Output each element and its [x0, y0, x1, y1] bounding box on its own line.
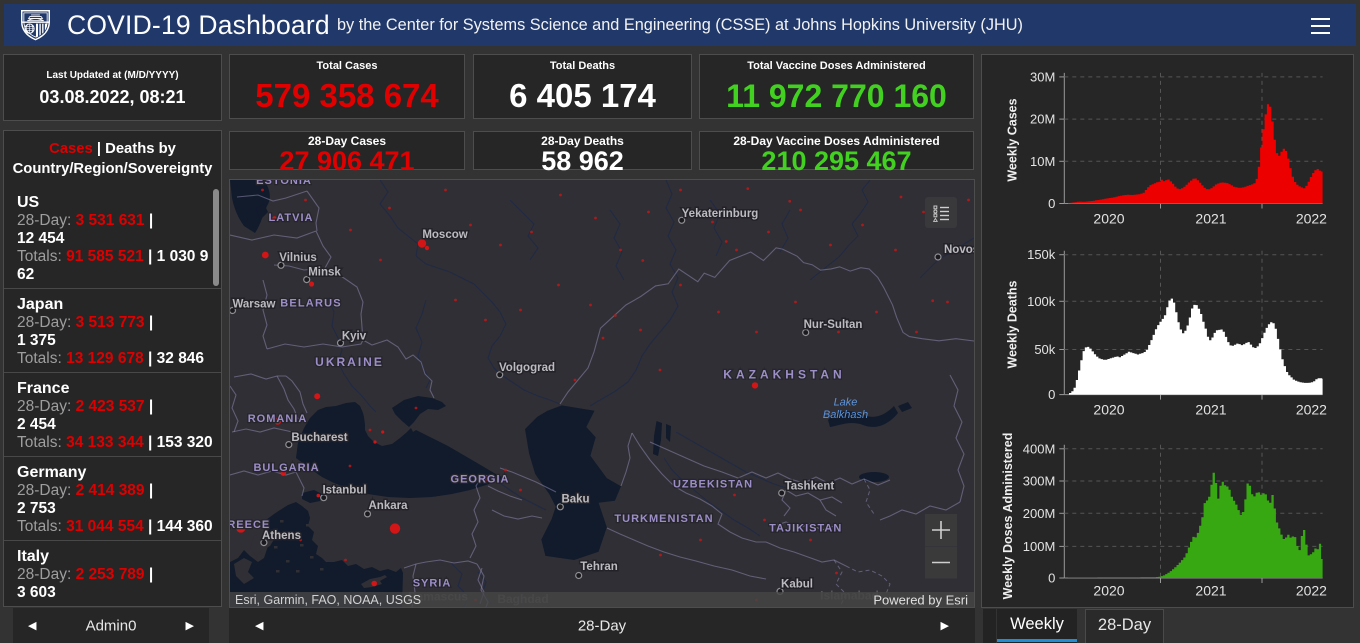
svg-text:GEORGIA: GEORGIA: [451, 474, 510, 486]
svg-text:Ankara: Ankara: [369, 500, 409, 512]
svg-text:Lake: Lake: [834, 397, 858, 409]
svg-text:2020: 2020: [1093, 402, 1124, 418]
svg-text:Baku: Baku: [561, 494, 589, 506]
svg-text:ROMANIA: ROMANIA: [248, 413, 308, 425]
svg-text:2021: 2021: [1195, 211, 1226, 227]
svg-text:Warsaw: Warsaw: [232, 298, 275, 310]
svg-text:200M: 200M: [1023, 506, 1056, 521]
svg-text:TURKMENISTAN: TURKMENISTAN: [614, 513, 713, 525]
svg-text:Athens: Athens: [262, 530, 301, 542]
svg-text:Weekly Doses Administered: Weekly Doses Administered: [1001, 433, 1015, 600]
svg-text:Vilnius: Vilnius: [279, 252, 317, 264]
svg-text:KAZAKHSTAN: KAZAKHSTAN: [723, 368, 845, 382]
svg-text:Nur-Sultan: Nur-Sultan: [804, 319, 863, 331]
svg-text:2022: 2022: [1296, 402, 1327, 418]
svg-text:Novosibirsk: Novosibirsk: [944, 244, 974, 256]
svg-text:Istanbul: Istanbul: [322, 484, 366, 496]
svg-text:2020: 2020: [1093, 583, 1124, 599]
svg-text:SYRIA: SYRIA: [413, 578, 452, 590]
svg-text:UZBEKISTAN: UZBEKISTAN: [673, 479, 753, 491]
svg-text:Bucharest: Bucharest: [291, 432, 347, 444]
svg-text:50k: 50k: [1034, 342, 1055, 357]
svg-text:0: 0: [1048, 387, 1055, 402]
svg-text:GREECE: GREECE: [230, 519, 270, 531]
svg-text:Minsk: Minsk: [308, 266, 341, 278]
svg-text:20M: 20M: [1030, 112, 1055, 127]
svg-text:150k: 150k: [1027, 247, 1056, 262]
svg-text:400M: 400M: [1023, 441, 1056, 456]
svg-text:TAJIKISTAN: TAJIKISTAN: [769, 523, 842, 535]
svg-text:Volgograd: Volgograd: [499, 362, 555, 374]
svg-text:UKRAINE: UKRAINE: [315, 355, 384, 369]
svg-text:2021: 2021: [1195, 402, 1226, 418]
svg-text:30M: 30M: [1030, 69, 1055, 84]
svg-text:BULGARIA: BULGARIA: [253, 462, 319, 474]
svg-text:Esri, Garmin, FAO, NOAA, USGS: Esri, Garmin, FAO, NOAA, USGS: [235, 593, 421, 607]
svg-text:10M: 10M: [1030, 154, 1055, 169]
svg-text:0: 0: [1048, 571, 1055, 586]
svg-text:2021: 2021: [1195, 583, 1226, 599]
svg-text:Tehran: Tehran: [580, 561, 618, 573]
svg-text:LATVIA: LATVIA: [269, 212, 314, 224]
svg-text:2022: 2022: [1296, 211, 1327, 227]
svg-text:0: 0: [1048, 196, 1055, 211]
svg-text:Powered by Esri: Powered by Esri: [873, 593, 968, 608]
svg-text:ESTONIA: ESTONIA: [256, 180, 312, 187]
svg-text:2020: 2020: [1093, 211, 1124, 227]
svg-text:Moscow: Moscow: [422, 229, 467, 241]
svg-text:Tashkent: Tashkent: [785, 481, 835, 493]
svg-text:Weekly Cases: Weekly Cases: [1006, 98, 1020, 181]
svg-text:100k: 100k: [1027, 294, 1056, 309]
svg-text:2022: 2022: [1296, 583, 1327, 599]
svg-text:Balkhash: Balkhash: [823, 409, 868, 421]
svg-text:100M: 100M: [1023, 539, 1056, 554]
svg-text:Yekaterinburg: Yekaterinburg: [682, 208, 759, 220]
svg-text:Kyiv: Kyiv: [342, 330, 367, 342]
svg-text:BELARUS: BELARUS: [280, 298, 342, 310]
svg-text:300M: 300M: [1023, 474, 1056, 489]
svg-text:Kabul: Kabul: [781, 578, 813, 590]
svg-text:Weekly Deaths: Weekly Deaths: [1006, 280, 1020, 368]
